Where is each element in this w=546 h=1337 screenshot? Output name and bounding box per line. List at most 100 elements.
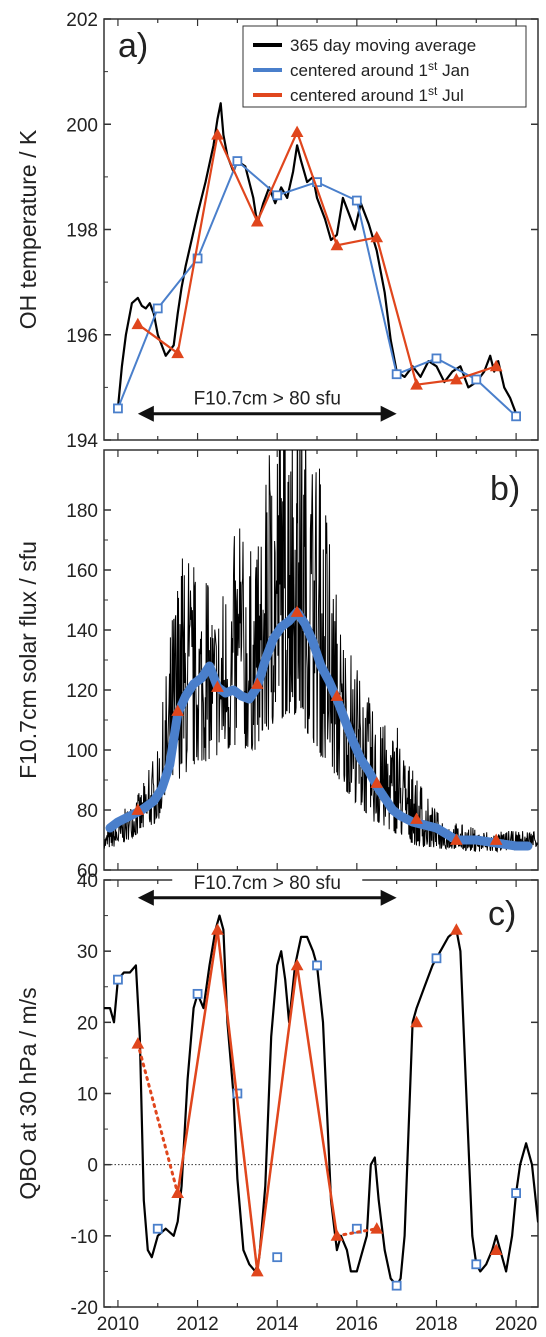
y-tick-label: 20 <box>77 1013 98 1034</box>
panel-a: 194 196 198 200 202 OH temperature / K a) F10.7… <box>15 10 539 452</box>
jul-marker <box>211 923 224 935</box>
panel-c: -20 -10 0 10 20 30 40 QBO at 30 hPa / m/s c) F10.… <box>15 871 539 1319</box>
annotation-text: F10.7cm > 80 sfu <box>194 389 341 410</box>
y-tick-label: 200 <box>66 115 98 136</box>
jul-marker <box>250 677 264 689</box>
x-tick-label: 2018 <box>415 1314 457 1335</box>
jul-marker <box>290 125 304 138</box>
annotation-text: F10.7cm > 80 sfu <box>194 873 341 894</box>
panel-label: c) <box>488 895 516 933</box>
annotation-text-bg <box>172 871 363 894</box>
jan-marker <box>113 403 123 414</box>
jul-marker <box>211 128 224 140</box>
jul-dotted-segment <box>335 1227 379 1238</box>
jul-marker <box>250 215 264 227</box>
jul-marker <box>171 346 185 359</box>
jan-marker <box>312 960 322 971</box>
jan-marker <box>391 1280 402 1291</box>
jul-marker <box>370 230 384 243</box>
y-tick-label: -10 <box>71 1227 98 1248</box>
legend: 365 day moving average centered around 1… <box>242 25 527 108</box>
jul-marker <box>450 372 463 385</box>
jul-marker <box>211 680 224 692</box>
jul-line-segment <box>256 965 299 1272</box>
jul-marker <box>450 833 463 845</box>
jul-marker <box>489 1243 503 1255</box>
legend-label-ma: 365 day moving average <box>290 36 476 55</box>
x-tick-label: 2020 <box>495 1314 537 1335</box>
jul-marker <box>290 605 304 617</box>
jul-marker <box>489 833 503 845</box>
jan-marker <box>391 369 402 380</box>
jan-marker <box>511 1188 522 1199</box>
y-tick-label: 10 <box>77 1085 98 1106</box>
y-tick-label: 196 <box>66 326 98 347</box>
y-tick-label: 198 <box>66 221 98 242</box>
jul-marker <box>131 1037 145 1049</box>
jul-marker <box>171 704 185 716</box>
jan-marker <box>471 374 482 385</box>
y-tick-label: 30 <box>77 942 98 963</box>
jan-marker <box>272 1252 283 1263</box>
jan-marker <box>232 156 243 166</box>
jul-marker <box>489 359 503 372</box>
x-tick-label: 2012 <box>176 1314 218 1335</box>
jan-marker <box>511 411 522 422</box>
y-tick-label: 194 <box>66 431 98 452</box>
jul-marker <box>131 803 145 815</box>
jul-marker <box>131 317 145 330</box>
jul-series-line <box>136 131 498 386</box>
x-axis: 2010 2012 2014 2016 2018 2020 <box>97 1314 537 1335</box>
y-axis-label: OH temperature / K <box>15 129 41 329</box>
y-tick-label: 160 <box>66 561 98 582</box>
panel-b: 60 80 100 120 140 160 180 F10.7cm solar flux / … <box>15 449 539 882</box>
jan-marker <box>192 988 203 999</box>
annotation-arrowhead-left <box>137 405 154 422</box>
y-tick-label: 60 <box>77 861 98 882</box>
jan-marker <box>431 353 442 364</box>
jan-marker <box>192 253 203 264</box>
jul-marker <box>330 1229 344 1241</box>
jan-marker <box>152 303 163 314</box>
y-tick-label: 120 <box>66 681 98 702</box>
legend-label-jan: centered around 1st Jan <box>290 59 469 80</box>
jan-marker <box>272 190 283 201</box>
y-tick-label: 80 <box>77 801 98 822</box>
jul-marker <box>250 1264 264 1277</box>
x-tick-label: 2014 <box>256 1314 299 1335</box>
x-tick-label: 2010 <box>97 1314 139 1335</box>
jan-marker <box>152 1223 163 1234</box>
legend-label-jul: centered around 1st Jul <box>290 84 464 105</box>
panel-label: b) <box>490 470 520 508</box>
jan-marker <box>431 953 442 964</box>
jul-dotted-segment <box>136 1042 180 1195</box>
jul-marker <box>370 776 384 788</box>
jul-marker <box>450 923 463 935</box>
y-tick-label: 40 <box>77 871 98 892</box>
main-series-line <box>116 102 518 415</box>
jan-marker <box>471 1259 482 1270</box>
jul-marker <box>410 812 423 824</box>
y-tick-label: 0 <box>87 1156 98 1177</box>
jan-marker <box>351 195 362 206</box>
legend-box <box>242 25 527 108</box>
jan-marker <box>113 974 123 985</box>
y-tick-label: 140 <box>66 621 98 642</box>
annotation-text-bg <box>172 387 363 410</box>
jul-marker <box>330 238 344 251</box>
y-axis-label: F10.7cm solar flux / sfu <box>15 541 41 779</box>
jul-marker <box>330 689 344 701</box>
annotation-arrowhead-left <box>137 889 154 906</box>
y-tick-label: 202 <box>66 10 98 31</box>
annotation-arrowhead-right <box>380 889 397 906</box>
jul-line-segment <box>176 929 219 1194</box>
annotation-arrowhead-right <box>380 405 397 422</box>
jul-marker <box>171 1186 185 1199</box>
plot-area <box>104 914 538 1291</box>
plot-area <box>113 102 522 422</box>
y-tick-label: -20 <box>71 1298 98 1319</box>
jul-marker <box>410 378 423 390</box>
jul-marker <box>410 1015 423 1028</box>
y-tick-label: 100 <box>66 741 98 762</box>
